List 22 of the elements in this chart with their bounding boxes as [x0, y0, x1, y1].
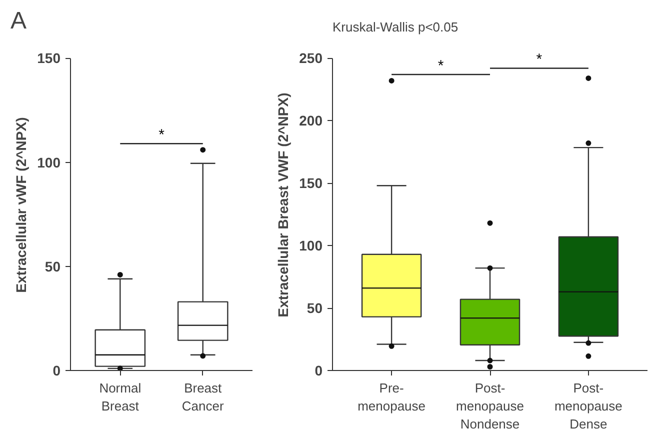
y-tick-label: 100 — [299, 238, 323, 254]
y-axis-title: Extracellular Breast VWF (2^NPX) — [275, 92, 292, 318]
y-tick-label: 150 — [299, 175, 323, 192]
y-axis-title: Extracellular vWF (2^NPX) — [13, 117, 30, 293]
annotation: * — [536, 51, 542, 68]
y-tick-label: 200 — [299, 112, 323, 129]
y-tick-label: 50 — [306, 300, 323, 316]
annotation: * — [438, 57, 444, 74]
text: A — [10, 8, 27, 34]
y-tick-label: 100 — [37, 154, 61, 170]
x-tick-label: Pre- menopause — [358, 380, 426, 414]
x-tick-label: Post- menopause Nondense — [456, 380, 524, 432]
x-tick-label: Normal Breast — [99, 380, 142, 414]
y-tick-label: 50 — [44, 258, 61, 274]
y-tick-label: 150 — [37, 50, 61, 66]
x-tick-label: Breast Cancer — [182, 380, 224, 414]
y-tick-label: 0 — [52, 362, 61, 378]
y-tick-label: 0 — [314, 362, 323, 378]
chart-title: Kruskal-Wallis p<0.05 — [332, 20, 458, 34]
x-tick-label: Post- menopause Dense — [554, 380, 622, 432]
y-tick-label: 250 — [299, 50, 323, 66]
annotation: * — [158, 126, 165, 144]
